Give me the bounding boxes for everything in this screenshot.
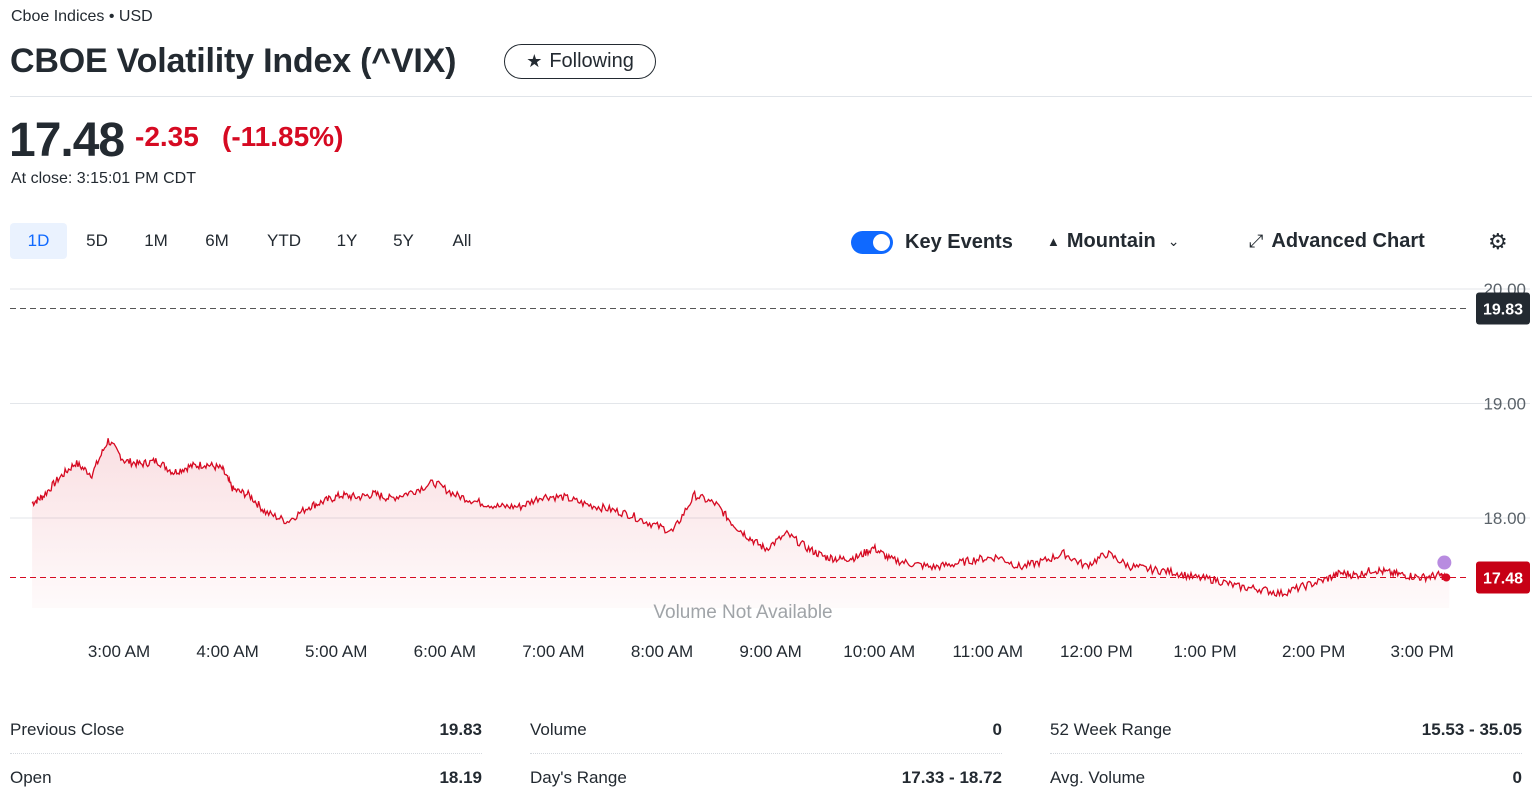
stat-label: Day's Range bbox=[530, 767, 627, 787]
x-tick-label: 12:00 PM bbox=[1060, 642, 1133, 661]
stat-row: Avg. Volume 0 bbox=[1050, 754, 1522, 787]
advanced-chart-button[interactable]: ⤢ Advanced Chart bbox=[1249, 230, 1425, 253]
x-tick-label: 9:00 AM bbox=[739, 642, 801, 661]
current-price-badge-label: 17.48 bbox=[1483, 571, 1523, 588]
current-price-badge: 17.48 bbox=[1476, 561, 1530, 594]
price-area bbox=[32, 438, 1450, 608]
header-divider bbox=[10, 96, 1532, 97]
advanced-chart-label: Advanced Chart bbox=[1271, 230, 1425, 252]
stat-value: 19.83 bbox=[439, 719, 482, 739]
range-tab-5d[interactable]: 5D bbox=[86, 231, 108, 250]
key-events-toggle[interactable] bbox=[851, 231, 893, 254]
x-tick-label: 2:00 PM bbox=[1282, 642, 1345, 661]
x-tick-label: 3:00 AM bbox=[88, 642, 150, 661]
range-selector: 1D 5D 1M 6M YTD 1Y 5Y All bbox=[10, 223, 492, 259]
stats-column-1: Previous Close 19.83 Open 18.19 bbox=[10, 706, 482, 787]
star-icon: ★ bbox=[526, 51, 543, 71]
range-tab-1d[interactable]: 1D bbox=[10, 223, 67, 259]
gear-icon[interactable]: ⚙ bbox=[1488, 229, 1508, 254]
page-title: CBOE Volatility Index (^VIX) bbox=[10, 42, 457, 80]
stat-row: Day's Range 17.33 - 18.72 bbox=[530, 754, 1002, 787]
stat-label: Volume bbox=[530, 719, 587, 739]
stats-column-2: Volume 0 Day's Range 17.33 - 18.72 bbox=[530, 706, 1002, 787]
current-price: 17.48 bbox=[9, 114, 125, 167]
previous-close-badge-label: 19.83 bbox=[1483, 301, 1523, 318]
close-timestamp: At close: 3:15:01 PM CDT bbox=[11, 170, 196, 187]
following-button[interactable]: ★ Following bbox=[504, 44, 656, 79]
x-tick-label: 7:00 AM bbox=[522, 642, 584, 661]
stat-row: Volume 0 bbox=[530, 706, 1002, 754]
stat-row: Open 18.19 bbox=[10, 754, 482, 787]
toggle-knob bbox=[873, 234, 890, 251]
stat-value: 17.33 - 18.72 bbox=[901, 767, 1002, 787]
range-tab-1m[interactable]: 1M bbox=[144, 231, 168, 250]
x-tick-label: 8:00 AM bbox=[631, 642, 693, 661]
grid-lines bbox=[10, 288, 1530, 519]
chart-type-label: Mountain bbox=[1066, 230, 1156, 252]
range-tab-5y[interactable]: 5Y bbox=[393, 231, 414, 250]
expand-icon: ⤢ bbox=[1249, 231, 1264, 251]
x-tick-label: 11:00 AM bbox=[953, 642, 1024, 661]
stat-label: Avg. Volume bbox=[1050, 767, 1146, 787]
stat-value: 18.19 bbox=[439, 767, 482, 787]
stat-value: 15.53 - 35.05 bbox=[1421, 719, 1522, 739]
following-label: Following bbox=[549, 50, 634, 72]
previous-close-badge: 19.83 bbox=[1476, 292, 1530, 325]
stat-label: 52 Week Range bbox=[1050, 719, 1172, 739]
price-line bbox=[31, 438, 1450, 598]
x-tick-label: 10:00 AM bbox=[843, 642, 915, 661]
price-change: -2.35 bbox=[135, 121, 199, 152]
exchange-label: Cboe Indices • USD bbox=[11, 8, 153, 25]
range-tab-all[interactable]: All bbox=[452, 231, 472, 250]
stat-value: 0 bbox=[1512, 767, 1522, 787]
x-tick-label: 6:00 AM bbox=[414, 642, 476, 661]
chart-type-dropdown[interactable]: ▲ Mountain ⌄ bbox=[1047, 230, 1179, 253]
x-tick-label: 5:00 AM bbox=[305, 642, 367, 661]
stat-row: 52 Week Range 15.53 - 35.05 bbox=[1050, 706, 1522, 754]
range-tab-ytd[interactable]: YTD bbox=[267, 231, 301, 250]
stat-row: Previous Close 19.83 bbox=[10, 706, 482, 754]
range-tab-6m[interactable]: 6M bbox=[205, 231, 229, 250]
y-tick-label: 19.00 bbox=[1483, 395, 1526, 414]
stat-label: Open bbox=[10, 767, 52, 787]
mountain-icon: ▲ bbox=[1047, 234, 1060, 249]
key-events-label: Key Events bbox=[905, 231, 1013, 253]
stat-label: Previous Close bbox=[10, 719, 125, 739]
x-tick-label: 3:00 PM bbox=[1391, 642, 1454, 661]
chevron-down-icon: ⌄ bbox=[1167, 233, 1180, 249]
key-event-marker[interactable] bbox=[1437, 555, 1452, 570]
y-tick-label: 18.00 bbox=[1483, 509, 1526, 528]
x-tick-label: 4:00 AM bbox=[196, 642, 258, 661]
range-tab-1y[interactable]: 1Y bbox=[336, 231, 358, 250]
volume-not-available: Volume Not Available bbox=[653, 602, 832, 623]
last-price-dot bbox=[1442, 573, 1451, 582]
x-axis: 3:00 AM 4:00 AM 5:00 AM 6:00 AM 7:00 AM 8:00 … bbox=[88, 642, 1454, 661]
stats-column-3: 52 Week Range 15.53 - 35.05 Avg. Volume 0 bbox=[1050, 706, 1522, 787]
x-tick-label: 1:00 PM bbox=[1173, 642, 1236, 661]
stat-value: 0 bbox=[992, 719, 1002, 739]
price-change-percent: (-11.85%) bbox=[222, 121, 344, 152]
